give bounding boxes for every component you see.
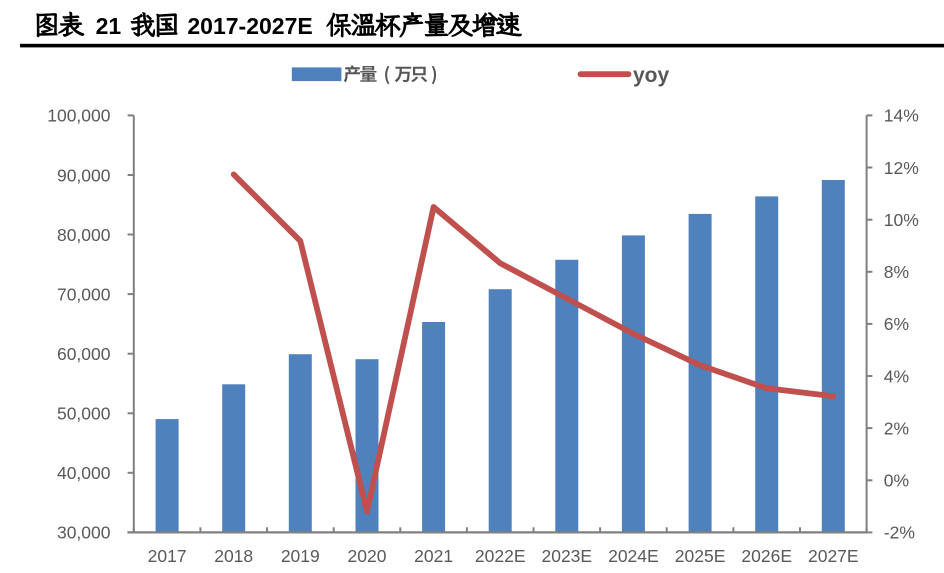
svg-text:2020: 2020 (348, 546, 387, 566)
svg-text:yoy: yoy (633, 64, 670, 87)
svg-text:12%: 12% (884, 158, 919, 178)
svg-text:8%: 8% (884, 262, 909, 282)
svg-text:2021: 2021 (414, 546, 453, 566)
svg-text:14%: 14% (884, 106, 919, 126)
svg-text:-2%: -2% (884, 523, 915, 543)
svg-text:30,000: 30,000 (57, 523, 111, 543)
svg-text:100,000: 100,000 (47, 106, 111, 126)
svg-text:2018: 2018 (214, 546, 253, 566)
svg-text:6%: 6% (884, 314, 909, 334)
svg-text:2023E: 2023E (541, 546, 592, 566)
svg-text:2022E: 2022E (475, 546, 526, 566)
svg-text:2025E: 2025E (675, 546, 726, 566)
svg-text:60,000: 60,000 (57, 344, 111, 364)
svg-text:70,000: 70,000 (57, 284, 111, 304)
svg-text:4%: 4% (884, 366, 909, 386)
svg-text:80,000: 80,000 (57, 225, 111, 245)
svg-text:21: 21 (96, 13, 122, 39)
svg-text:40,000: 40,000 (57, 463, 111, 483)
svg-text:2017-2027E: 2017-2027E (187, 13, 312, 39)
svg-text:50,000: 50,000 (57, 404, 111, 424)
svg-text:2017: 2017 (148, 546, 187, 566)
svg-text:2024E: 2024E (608, 546, 659, 566)
svg-text:0%: 0% (884, 471, 909, 491)
svg-text:90,000: 90,000 (57, 165, 111, 185)
svg-text:10%: 10% (884, 210, 919, 230)
svg-text:2%: 2% (884, 418, 909, 438)
svg-text:2026E: 2026E (741, 546, 792, 566)
svg-text:2019: 2019 (281, 546, 320, 566)
svg-text:2027E: 2027E (808, 546, 859, 566)
